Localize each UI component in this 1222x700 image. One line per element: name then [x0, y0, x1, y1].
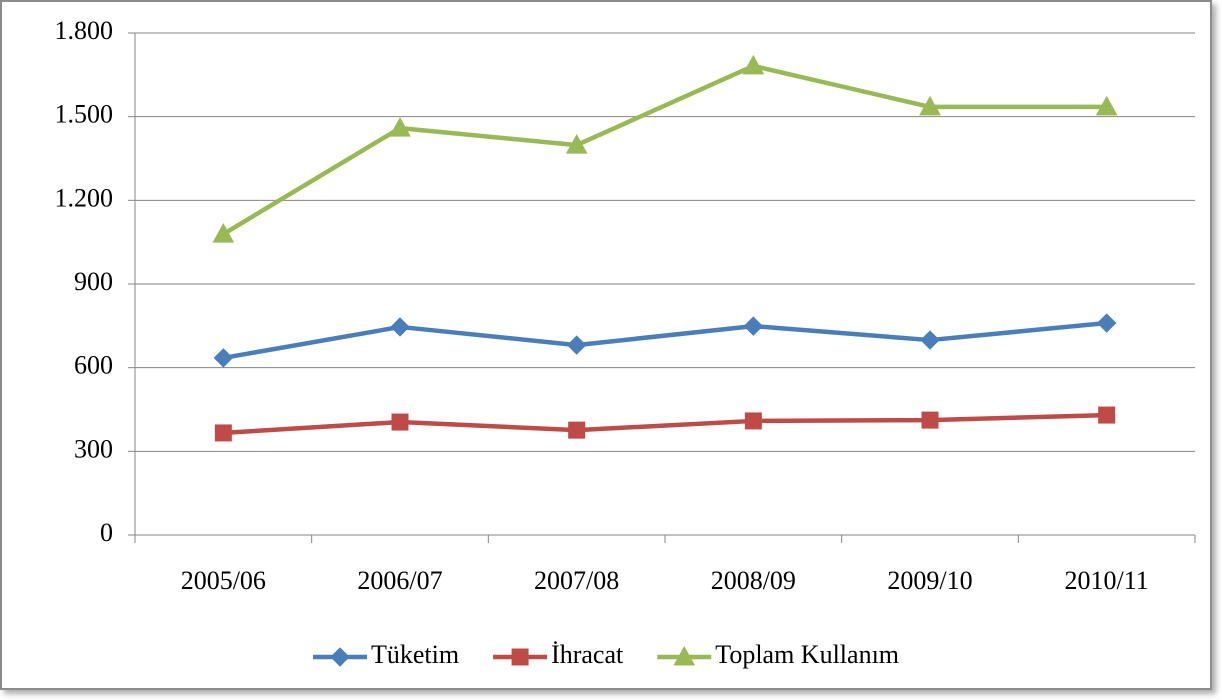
- series-line: [223, 412, 1107, 436]
- x-tick-label: 2010/11: [1065, 566, 1149, 595]
- data-point: [1098, 406, 1116, 424]
- data-point: [921, 411, 939, 429]
- data-point: [742, 54, 765, 75]
- data-point: [919, 95, 941, 116]
- series-line: [222, 63, 1107, 237]
- legend-label: Toplam Kullanım: [715, 640, 899, 669]
- legend-label: Tüketim: [371, 640, 459, 669]
- data-point: [1095, 95, 1118, 116]
- data-point: [744, 412, 762, 430]
- data-point: [390, 317, 410, 337]
- y-tick-label: 0: [100, 518, 113, 547]
- legend-marker: [330, 647, 350, 667]
- data-point: [212, 223, 235, 243]
- data-point: [391, 413, 409, 431]
- x-tick-label: 2008/09: [711, 566, 796, 595]
- legend-label: İhracat: [551, 640, 624, 669]
- y-tick-label: 1.800: [55, 16, 114, 45]
- y-tick-label: 1.500: [55, 100, 114, 129]
- data-point: [920, 330, 940, 350]
- x-tick-label: 2007/08: [534, 566, 619, 595]
- legend-marker: [511, 648, 529, 666]
- x-tick-label: 2005/06: [181, 566, 266, 595]
- x-tick-label: 2006/07: [357, 566, 442, 595]
- y-tick-label: 300: [74, 434, 113, 463]
- data-point: [389, 117, 411, 137]
- x-tick-label: 2009/10: [887, 566, 972, 595]
- data-point: [1096, 313, 1117, 333]
- y-tick-label: 900: [74, 267, 113, 296]
- data-point: [565, 134, 588, 154]
- y-tick-label: 1.200: [55, 183, 114, 212]
- data-point: [213, 348, 234, 368]
- series-line: [222, 320, 1107, 361]
- data-point: [743, 316, 764, 336]
- chart-frame: [0, 0, 1212, 690]
- y-tick-label: 600: [74, 351, 113, 380]
- data-point: [566, 335, 587, 355]
- legend-marker: [673, 645, 696, 666]
- data-point: [568, 421, 586, 439]
- data-point: [214, 424, 232, 442]
